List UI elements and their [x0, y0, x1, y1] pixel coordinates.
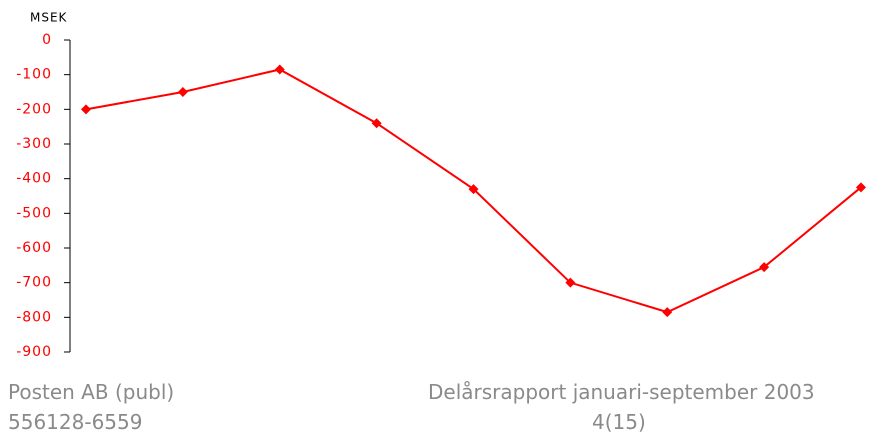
point — [662, 307, 673, 318]
y-tick-label: -400 — [16, 171, 52, 187]
point — [371, 118, 382, 129]
y-tick-label: -300 — [16, 136, 52, 152]
point — [81, 104, 91, 115]
footer-left-2: 556128-6559 — [8, 410, 143, 434]
point — [177, 87, 188, 97]
point — [856, 182, 866, 193]
point — [468, 184, 479, 195]
footer-left-1: Posten AB (publ) — [8, 380, 175, 404]
point — [274, 64, 285, 75]
y-tick-label: -900 — [16, 344, 52, 360]
y-axis-label: MSEK — [30, 11, 68, 25]
chart: MSEK 0 -100 -200 -300 -400 -500 -600 -700 -800 -9… — [16, 11, 866, 360]
y-tick-label: -700 — [16, 275, 52, 291]
footer-right-2: 4(15) — [592, 410, 646, 434]
y-tick-label: 0 — [42, 32, 52, 48]
y-tick-label: -100 — [16, 67, 52, 83]
footer-right-1: Delårsrapport januari-september 2003 — [428, 380, 815, 404]
y-tick-label: -500 — [16, 205, 52, 221]
y-tick-label: -600 — [16, 240, 52, 256]
y-tick-label: -800 — [16, 309, 52, 325]
point — [565, 277, 576, 288]
y-tick-label: -200 — [16, 101, 52, 117]
point — [759, 262, 770, 273]
